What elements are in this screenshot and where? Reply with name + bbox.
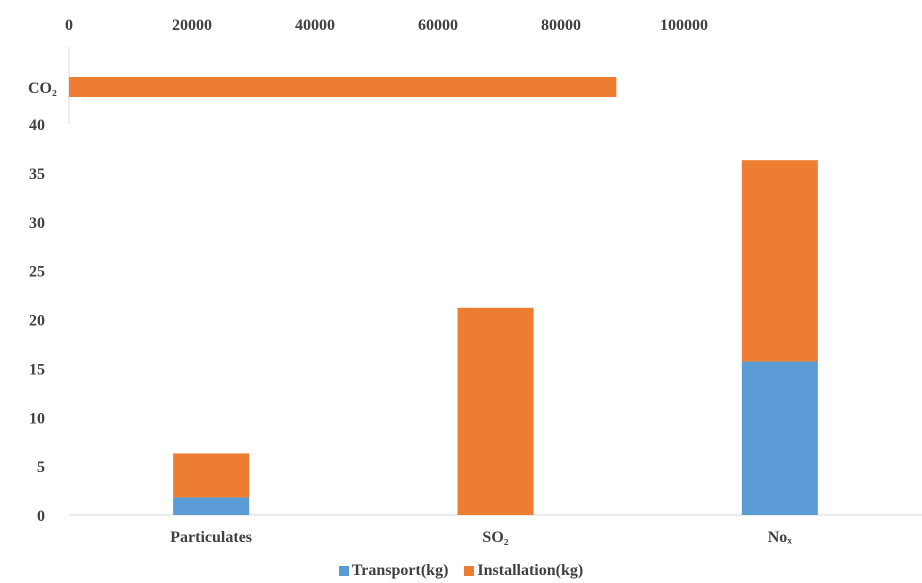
y-tick-label: 30 [29, 215, 45, 232]
legend-item-transport: Transport(kg) [338, 562, 449, 580]
transport-swatch [338, 566, 349, 576]
bar-so-installation-kg [457, 307, 534, 515]
category-label: Noₓ [768, 529, 793, 546]
x-tick-label: 20000 [172, 17, 212, 34]
legend-installation-label: Installation(kg) [477, 562, 584, 579]
bar-particulates-installation-kg [173, 453, 250, 498]
y-tick-label: 0 [37, 508, 45, 525]
y-tick-label: 35 [29, 166, 45, 183]
legend-item-installation: Installation(kg) [464, 562, 583, 580]
legend-transport-label: Transport(kg) [351, 562, 449, 579]
bar-particulates-transport-kg [173, 497, 250, 515]
installation-swatch [464, 566, 475, 576]
y-tick-label: 40 [29, 117, 45, 134]
bar-co2-installation-kg [69, 77, 617, 97]
bar-no-installation-kg [741, 160, 818, 362]
x-tick-label: 60000 [418, 17, 458, 34]
y-tick-label: 10 [29, 410, 45, 427]
y-tick-label: 25 [29, 264, 45, 281]
x-tick-label: 40000 [295, 17, 335, 34]
category-label: SO₂ [482, 529, 508, 546]
co2-panel: 0 20000 40000 60000 80000 100000 CO₂ [28, 17, 708, 124]
pollutants-panel: 0 5 10 15 20 25 30 35 40 Particulates SO₂ Noₓ [29, 117, 922, 546]
y-tick-label: 5 [37, 459, 45, 476]
bar-no-transport-kg [741, 361, 818, 515]
legend: Transport(kg) Installation(kg) [0, 562, 922, 581]
y-tick-label: 15 [29, 361, 45, 378]
category-label-co2: CO₂ [28, 80, 57, 97]
x-tick-label: 0 [65, 17, 73, 34]
category-label: Particulates [170, 529, 252, 546]
y-tick-label: 20 [29, 313, 45, 330]
x-tick-label: 100000 [660, 17, 708, 34]
x-tick-label: 80000 [541, 17, 581, 34]
